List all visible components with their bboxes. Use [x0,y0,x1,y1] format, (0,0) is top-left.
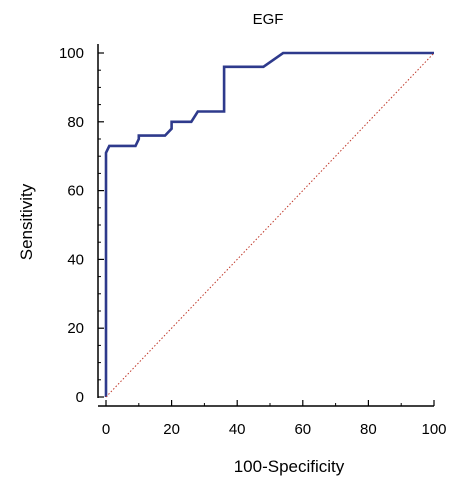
x-tick-label: 40 [229,421,246,438]
y-tick-label: 20 [67,320,84,337]
x-tick-label: 0 [102,421,110,438]
plot-area [104,51,435,398]
y-tick-label: 40 [67,251,84,268]
y-axis-title: Sensitivity [17,183,36,260]
axis-ticks: 0 20 40 60 80 100 0 20 40 60 80 100 [59,45,447,438]
reference-diagonal-line [105,52,435,398]
y-tick-label: 60 [67,183,84,200]
x-tick-label: 80 [360,421,377,438]
y-tick-label: 80 [67,114,84,131]
y-tick-label: 100 [59,45,84,62]
x-axis-title: 100-Specificity [234,457,345,476]
x-tick-label: 60 [294,421,311,438]
x-tick-label: 20 [163,421,180,438]
chart-title: EGF [253,11,284,28]
x-tick-label: 100 [421,421,446,438]
roc-curve-line [104,51,434,397]
y-tick-label: 0 [76,389,84,406]
